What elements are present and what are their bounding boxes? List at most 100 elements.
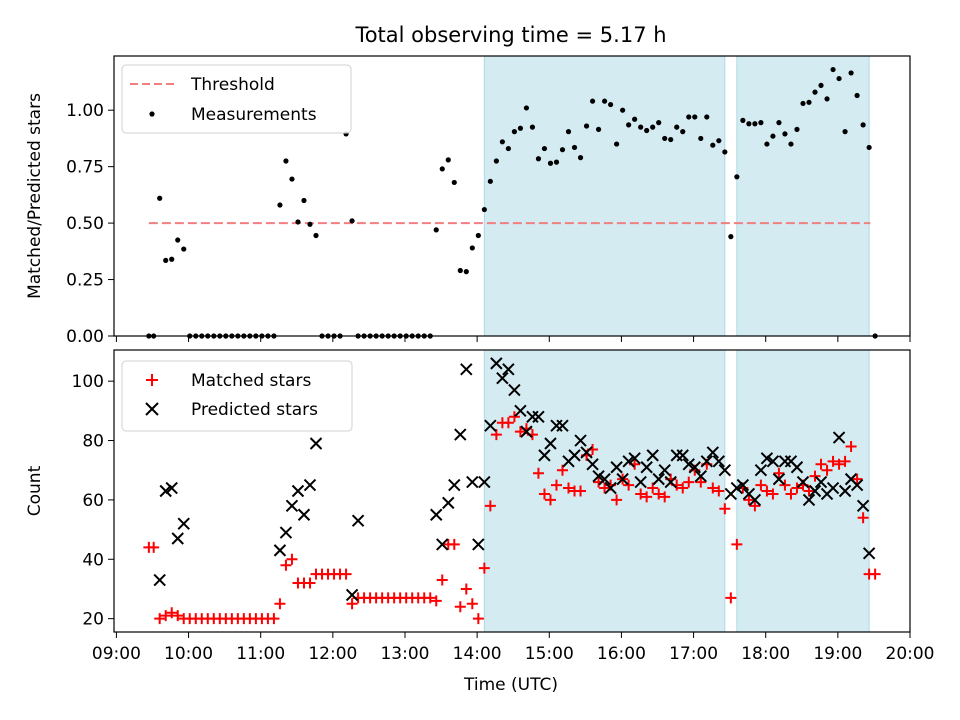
measurement-point: [547, 160, 554, 166]
measurement-point: [818, 82, 824, 88]
measurement-point: [668, 136, 674, 143]
predicted-star-marker: [748, 493, 762, 507]
matched-star-marker: [755, 479, 767, 491]
measurement-point: [589, 98, 596, 104]
measurement-point: [523, 105, 530, 111]
measurement-point: [866, 144, 872, 151]
measurement-point: [457, 267, 463, 274]
predicted-star-marker: [808, 484, 822, 498]
predicted-star-marker: [502, 363, 515, 376]
count-y-axis-label: Count: [25, 465, 45, 516]
x-tick-label: 16:00: [597, 644, 646, 664]
predicted-star-marker: [532, 410, 545, 423]
predicted-star-marker: [604, 481, 617, 495]
measurement-point: [830, 66, 836, 73]
figure-title: Total observing time = 5.17 h: [354, 23, 666, 47]
predicted-star-marker: [640, 461, 653, 474]
matched-star-marker: [791, 482, 803, 494]
measurement-point: [782, 131, 788, 137]
predicted-star-marker: [718, 464, 732, 477]
measurement-point: [307, 221, 313, 227]
predicted-star-marker: [622, 455, 635, 468]
matched-star-marker: [544, 494, 556, 506]
measurement-point: [632, 116, 638, 122]
matched-star-marker: [821, 464, 833, 476]
measurement-point: [511, 129, 518, 135]
ratio-panel: 0.00 0.25 0.50 0.75 1.00 Matched/Predicted s…: [25, 55, 911, 347]
y-tick-label: 1.00: [66, 101, 104, 121]
predicted-star-marker: [279, 526, 293, 539]
measurement-point: [175, 237, 181, 243]
predicted-star-marker: [478, 475, 491, 489]
x-tick-label: 11:00: [236, 644, 285, 664]
matched-star-marker: [172, 610, 184, 622]
predicted-star-marker: [544, 437, 557, 450]
predicted-star-marker: [466, 475, 479, 489]
measurement-point: [433, 227, 439, 233]
y-tick-label: 0.50: [66, 214, 104, 234]
matched-star-marker: [695, 476, 707, 488]
x-tick-label: 20:00: [886, 644, 935, 664]
predicted-star-marker: [177, 517, 190, 530]
measurement-point: [842, 129, 848, 135]
matched-star-marker: [304, 577, 316, 589]
measurement-point: [680, 129, 686, 135]
matched-star-marker: [502, 417, 514, 429]
ratio-highlight-spans: [483, 55, 870, 337]
measurement-point: [583, 123, 590, 129]
y-tick-label: 0.00: [66, 327, 104, 347]
predicted-star-marker: [574, 434, 587, 447]
y-tick-label: 80: [82, 432, 104, 452]
predicted-star-marker: [436, 538, 449, 551]
count-legend-box: [121, 360, 353, 432]
measurement-point: [836, 75, 842, 82]
count-legend: Matched stars Predicted stars: [121, 360, 353, 432]
measurement-point: [481, 206, 487, 213]
measurement-point: [169, 256, 175, 262]
predicted-star-marker: [862, 547, 876, 560]
measurement-point: [662, 135, 668, 142]
legend-predicted-swatch: [145, 402, 159, 416]
y-tick-label: 40: [82, 550, 104, 570]
predicted-star-marker: [814, 475, 828, 489]
measurement-point: [824, 96, 830, 102]
measurement-point: [788, 141, 794, 147]
predicted-star-marker: [592, 469, 605, 483]
predicted-star-marker: [430, 508, 443, 521]
measurement-point: [565, 129, 572, 135]
y-tick-label: 60: [82, 491, 104, 511]
count-data-marks: [143, 357, 881, 625]
x-tick-label: 10:00: [164, 644, 213, 664]
measurement-point: [644, 127, 650, 134]
highlight-span: [736, 55, 870, 337]
predicted-star-marker: [610, 461, 623, 474]
measurement-point: [758, 120, 764, 126]
measurement-point: [541, 145, 548, 152]
measurement-point: [475, 232, 481, 239]
matched-star-marker: [635, 488, 647, 500]
matched-star-marker: [448, 538, 460, 550]
y-tick-label: 20: [82, 610, 104, 630]
predicted-star-marker: [297, 508, 311, 521]
predicted-star-marker: [790, 461, 804, 474]
matched-star-marker: [557, 464, 569, 476]
x-tick-label: 19:00: [813, 644, 862, 664]
measurement-point: [854, 92, 860, 99]
matched-star-marker: [508, 411, 520, 423]
matched-star-marker: [148, 541, 160, 553]
predicted-star-marker: [448, 478, 461, 492]
matched-star-marker: [484, 500, 496, 512]
matched-star-marker: [851, 473, 863, 485]
predicted-star-marker: [760, 452, 774, 465]
ratio-axes-frame: [113, 55, 911, 337]
measurement-point: [301, 197, 307, 204]
matched-star-marker: [346, 598, 358, 610]
predicted-star-marker: [850, 478, 864, 492]
legend-measurements-label: Measurements: [191, 105, 317, 125]
matched-star-marker: [611, 494, 623, 506]
measurement-point: [577, 155, 584, 161]
predicted-star-marker: [664, 475, 677, 489]
measurement-point: [493, 158, 499, 164]
measurement-point: [770, 133, 776, 139]
